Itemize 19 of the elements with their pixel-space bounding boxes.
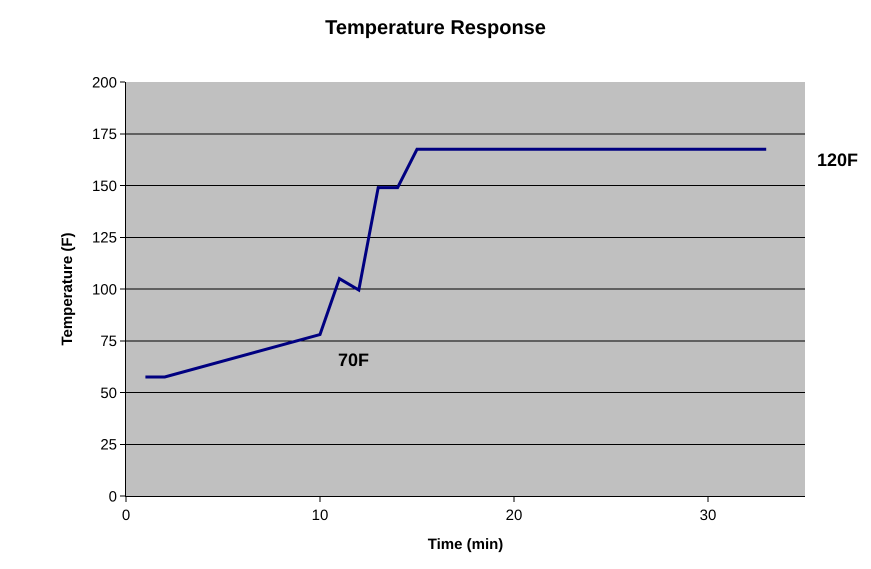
x-tick-label: 30 [700, 507, 716, 524]
line-series [144, 148, 768, 378]
y-tick-label: 200 [92, 74, 117, 92]
y-tick-label: 125 [92, 230, 117, 246]
x-tick-label: 20 [506, 507, 522, 524]
y-tick-label: 0 [108, 488, 117, 506]
y-tick-label: 150 [92, 178, 117, 195]
y-tick-label: 100 [92, 281, 117, 298]
chart-title: Temperature Response [325, 16, 546, 39]
text: 120F [817, 150, 858, 170]
x-axis-title: Time (min) [428, 536, 504, 553]
x-tick-label: 0 [122, 507, 130, 524]
x-tick-label: 10 [312, 507, 328, 524]
y-axis-title: Temperature (F) [59, 232, 76, 346]
annotation: 70F [338, 350, 370, 370]
y-tick-label: 175 [92, 126, 117, 143]
y-tick-label: 50 [100, 384, 117, 402]
y-tick-label: 75 [100, 333, 117, 350]
y-tick-label: 25 [100, 436, 117, 454]
